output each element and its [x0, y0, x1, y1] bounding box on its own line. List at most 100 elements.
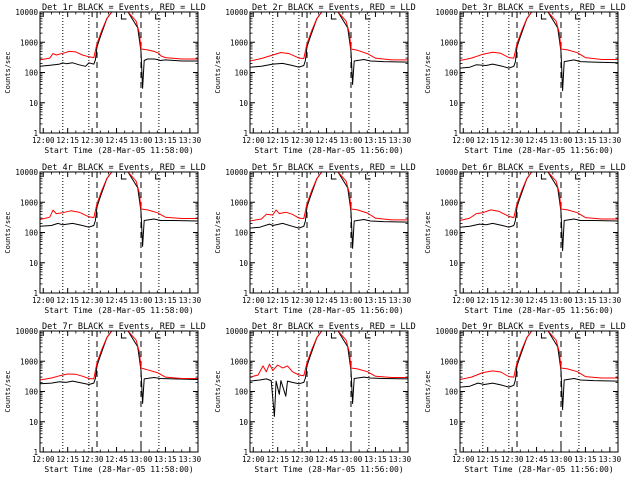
lld-series-line: [40, 12, 198, 61]
chart-panel-6: Det 6r BLACK = Events, RED = LLD 1 10 100 10…: [424, 163, 626, 315]
y-tick-label: 10: [449, 418, 459, 427]
x-tick-label: 12:45: [315, 296, 338, 305]
events-series-line: [460, 12, 618, 92]
y-axis-label: Counts/sec: [4, 370, 12, 412]
x-tick-label: 13:00: [340, 455, 363, 464]
events-series-line: [460, 172, 618, 252]
y-tick-label: 1: [33, 289, 38, 298]
plot-frame: [39, 171, 199, 294]
x-tick-label: 12:30: [81, 296, 104, 305]
x-tick-label: 12:15: [266, 296, 289, 305]
x-axis-label: Start Time (28-Mar-05 11:56:00): [464, 465, 613, 474]
x-tick-label: 12:00: [32, 455, 55, 464]
x-tick-label: 12:15: [476, 136, 499, 145]
plot-frame: [249, 171, 409, 294]
y-axis-label: Counts/sec: [424, 211, 432, 253]
y-tick-label: 1000: [440, 357, 459, 366]
x-tick-label: 13:30: [179, 296, 202, 305]
x-axis-label: Start Time (28-Mar-05 11:56:00): [464, 306, 613, 315]
x-tick-label: 12:45: [105, 136, 128, 145]
y-tick-label: 100: [234, 69, 248, 78]
x-axis-label: Start Time (28-Mar-05 11:56:00): [254, 146, 403, 155]
x-tick-label: 13:30: [599, 136, 622, 145]
y-tick-label: 10: [29, 259, 39, 268]
x-tick-label: 13:30: [389, 136, 412, 145]
x-tick-label: 12:30: [81, 455, 104, 464]
x-tick-label: 12:15: [476, 296, 499, 305]
plot-frame: [459, 330, 619, 453]
x-tick-label: 12:00: [452, 455, 475, 464]
x-tick-label: 13:00: [550, 136, 573, 145]
x-tick-label: 12:45: [525, 296, 548, 305]
y-tick-label: 10000: [15, 327, 38, 336]
y-tick-label: 100: [444, 388, 458, 397]
bracket-mark: [575, 174, 581, 180]
y-tick-label: 10000: [225, 327, 248, 336]
y-tick-label: 100: [24, 229, 38, 238]
x-tick-label: 13:15: [574, 136, 597, 145]
x-tick-label: 13:00: [340, 136, 363, 145]
y-axis-label: Counts/sec: [214, 51, 222, 93]
lld-series-line: [460, 12, 618, 61]
chart-panel-2: Det 2r BLACK = Events, RED = LLD 1 10 100 10…: [214, 3, 416, 155]
events-series-line: [40, 331, 198, 404]
chart-title: Det 4r BLACK = Events, RED = LLD: [42, 163, 206, 173]
x-tick-label: 13:00: [550, 296, 573, 305]
y-tick-label: 10000: [15, 8, 38, 17]
y-tick-label: 1: [453, 289, 458, 298]
y-tick-label: 1: [33, 129, 38, 138]
x-tick-label: 12:30: [291, 455, 314, 464]
x-tick-label: 12:15: [266, 136, 289, 145]
plot-frame: [459, 11, 619, 134]
bracket-mark: [120, 333, 127, 339]
x-tick-label: 12:30: [501, 296, 524, 305]
series-group: [40, 12, 198, 89]
plot-frame: [459, 171, 619, 294]
y-tick-label: 1000: [20, 38, 39, 47]
x-axis-label: Start Time (28-Mar-05 11:56:00): [254, 306, 403, 315]
bracket-mark: [330, 14, 337, 20]
x-tick-label: 12:15: [56, 296, 79, 305]
x-tick-label: 12:15: [266, 455, 289, 464]
y-tick-label: 100: [24, 388, 38, 397]
x-tick-label: 13:00: [130, 136, 153, 145]
x-tick-label: 12:15: [476, 455, 499, 464]
y-tick-label: 10: [29, 99, 39, 108]
y-tick-label: 100: [444, 69, 458, 78]
lld-series-line: [250, 12, 408, 62]
x-axis-label: Start Time (28-Mar-05 11:58:00): [44, 465, 193, 474]
events-series-line: [250, 172, 408, 249]
bracket-mark: [120, 14, 127, 20]
y-tick-label: 100: [234, 388, 248, 397]
events-series-line: [250, 331, 408, 417]
x-tick-label: 13:30: [599, 455, 622, 464]
y-tick-label: 1000: [20, 198, 39, 207]
y-tick-label: 10000: [225, 168, 248, 177]
chart-panel-9: Det 9r BLACK = Events, RED = LLD 1 10 100 10…: [424, 322, 626, 474]
chart-title: Det 5r BLACK = Events, RED = LLD: [252, 163, 416, 173]
y-tick-label: 10: [29, 418, 39, 427]
x-tick-label: 12:30: [291, 296, 314, 305]
x-tick-label: 13:00: [340, 296, 363, 305]
y-tick-label: 1: [243, 129, 248, 138]
series-group: [460, 12, 618, 92]
x-tick-label: 13:15: [364, 455, 387, 464]
x-tick-label: 13:30: [179, 455, 202, 464]
y-axis-label: Counts/sec: [424, 51, 432, 93]
y-axis-label: Counts/sec: [4, 51, 12, 93]
x-tick-label: 12:45: [315, 136, 338, 145]
bracket-mark: [155, 333, 161, 339]
y-tick-label: 100: [24, 69, 38, 78]
x-tick-label: 12:15: [56, 136, 79, 145]
y-tick-label: 1000: [440, 198, 459, 207]
x-tick-label: 12:00: [452, 136, 475, 145]
y-tick-label: 1: [243, 289, 248, 298]
bracket-mark: [540, 14, 547, 20]
y-tick-label: 100: [444, 229, 458, 238]
x-axis-label: Start Time (28-Mar-05 11:58:00): [44, 306, 193, 315]
series-group: [460, 331, 618, 411]
bracket-mark: [155, 174, 161, 180]
x-tick-label: 13:15: [154, 296, 177, 305]
events-series-line: [460, 331, 618, 411]
